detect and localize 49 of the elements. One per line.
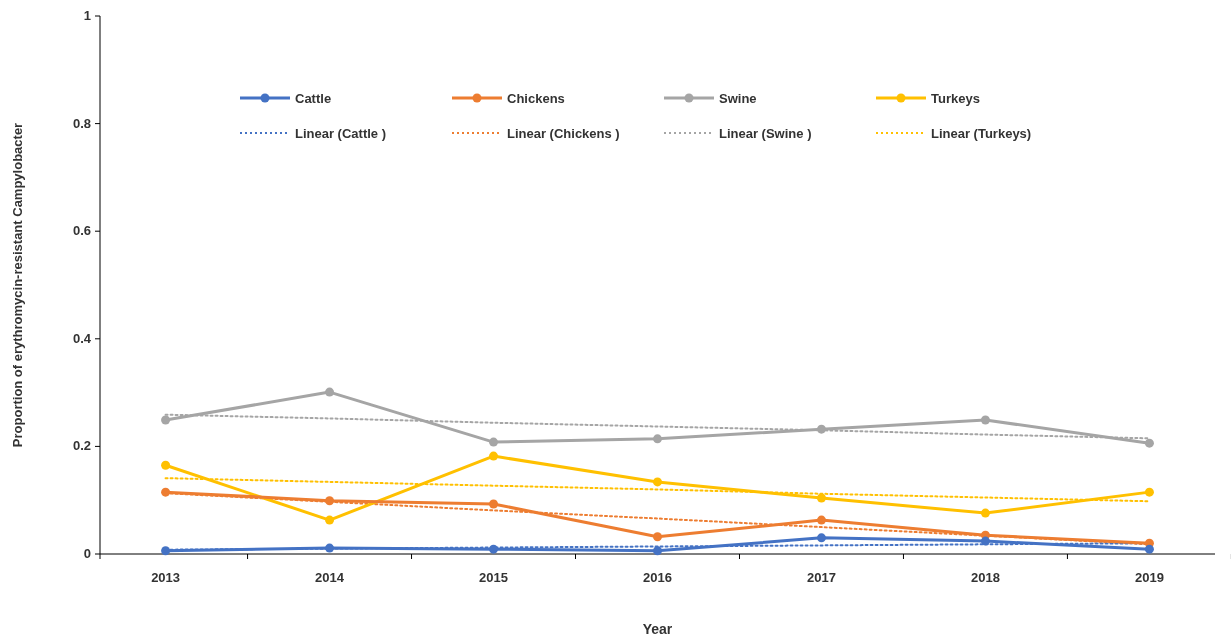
x-tick-label: 2015: [479, 570, 508, 585]
y-axis-title: Proportion of erythromycin-resistant Campylobacter: [10, 122, 25, 448]
point: [325, 543, 335, 553]
y-tick-label: 1: [83, 8, 91, 23]
point: [816, 533, 826, 543]
legend-label: Chickens: [507, 91, 565, 106]
x-tick-label: 2018: [970, 570, 1000, 585]
point: [816, 493, 826, 503]
point: [489, 544, 499, 554]
legend-label: Turkeys: [931, 91, 980, 106]
point: [653, 477, 662, 487]
point: [653, 434, 662, 444]
x-tick-label: 2014: [315, 570, 345, 585]
point: [325, 387, 335, 397]
point: [980, 536, 990, 546]
legend-label: Swine: [719, 91, 757, 106]
point: [325, 496, 335, 506]
point: [161, 546, 171, 556]
y-tick-label: 0.4: [72, 330, 92, 346]
point: [489, 451, 499, 461]
legend-label: Linear (Cattle ): [295, 126, 387, 141]
y-tick-label: 0: [83, 546, 91, 561]
legend-label: Linear (Swine ): [719, 126, 812, 141]
x-tick-label: 2019: [1134, 570, 1164, 585]
x-tick-label: 2016: [643, 570, 672, 585]
point: [1144, 544, 1154, 554]
point: [816, 515, 826, 525]
point: [489, 437, 499, 447]
point: [653, 532, 662, 542]
x-axis-title: Year: [642, 621, 673, 637]
y-tick-label: 0.8: [72, 115, 91, 131]
y-tick-label: 0.6: [72, 223, 91, 239]
point: [161, 415, 171, 425]
point: [980, 415, 990, 425]
point: [325, 515, 335, 525]
legend-label: Linear (Chickens ): [507, 126, 620, 141]
x-tick-label: 2013: [151, 570, 181, 585]
point: [161, 460, 171, 470]
point: [980, 508, 990, 518]
point: [161, 487, 171, 497]
x-tick-label: 2017: [807, 570, 836, 585]
point: [1144, 487, 1154, 497]
point: [1144, 438, 1154, 448]
y-tick-label: 0.2: [72, 438, 91, 454]
point: [816, 424, 826, 434]
legend-label: Cattle: [295, 91, 332, 106]
point: [489, 499, 499, 509]
legend-label: Linear (Turkeys): [931, 126, 1032, 141]
point: [653, 546, 662, 556]
